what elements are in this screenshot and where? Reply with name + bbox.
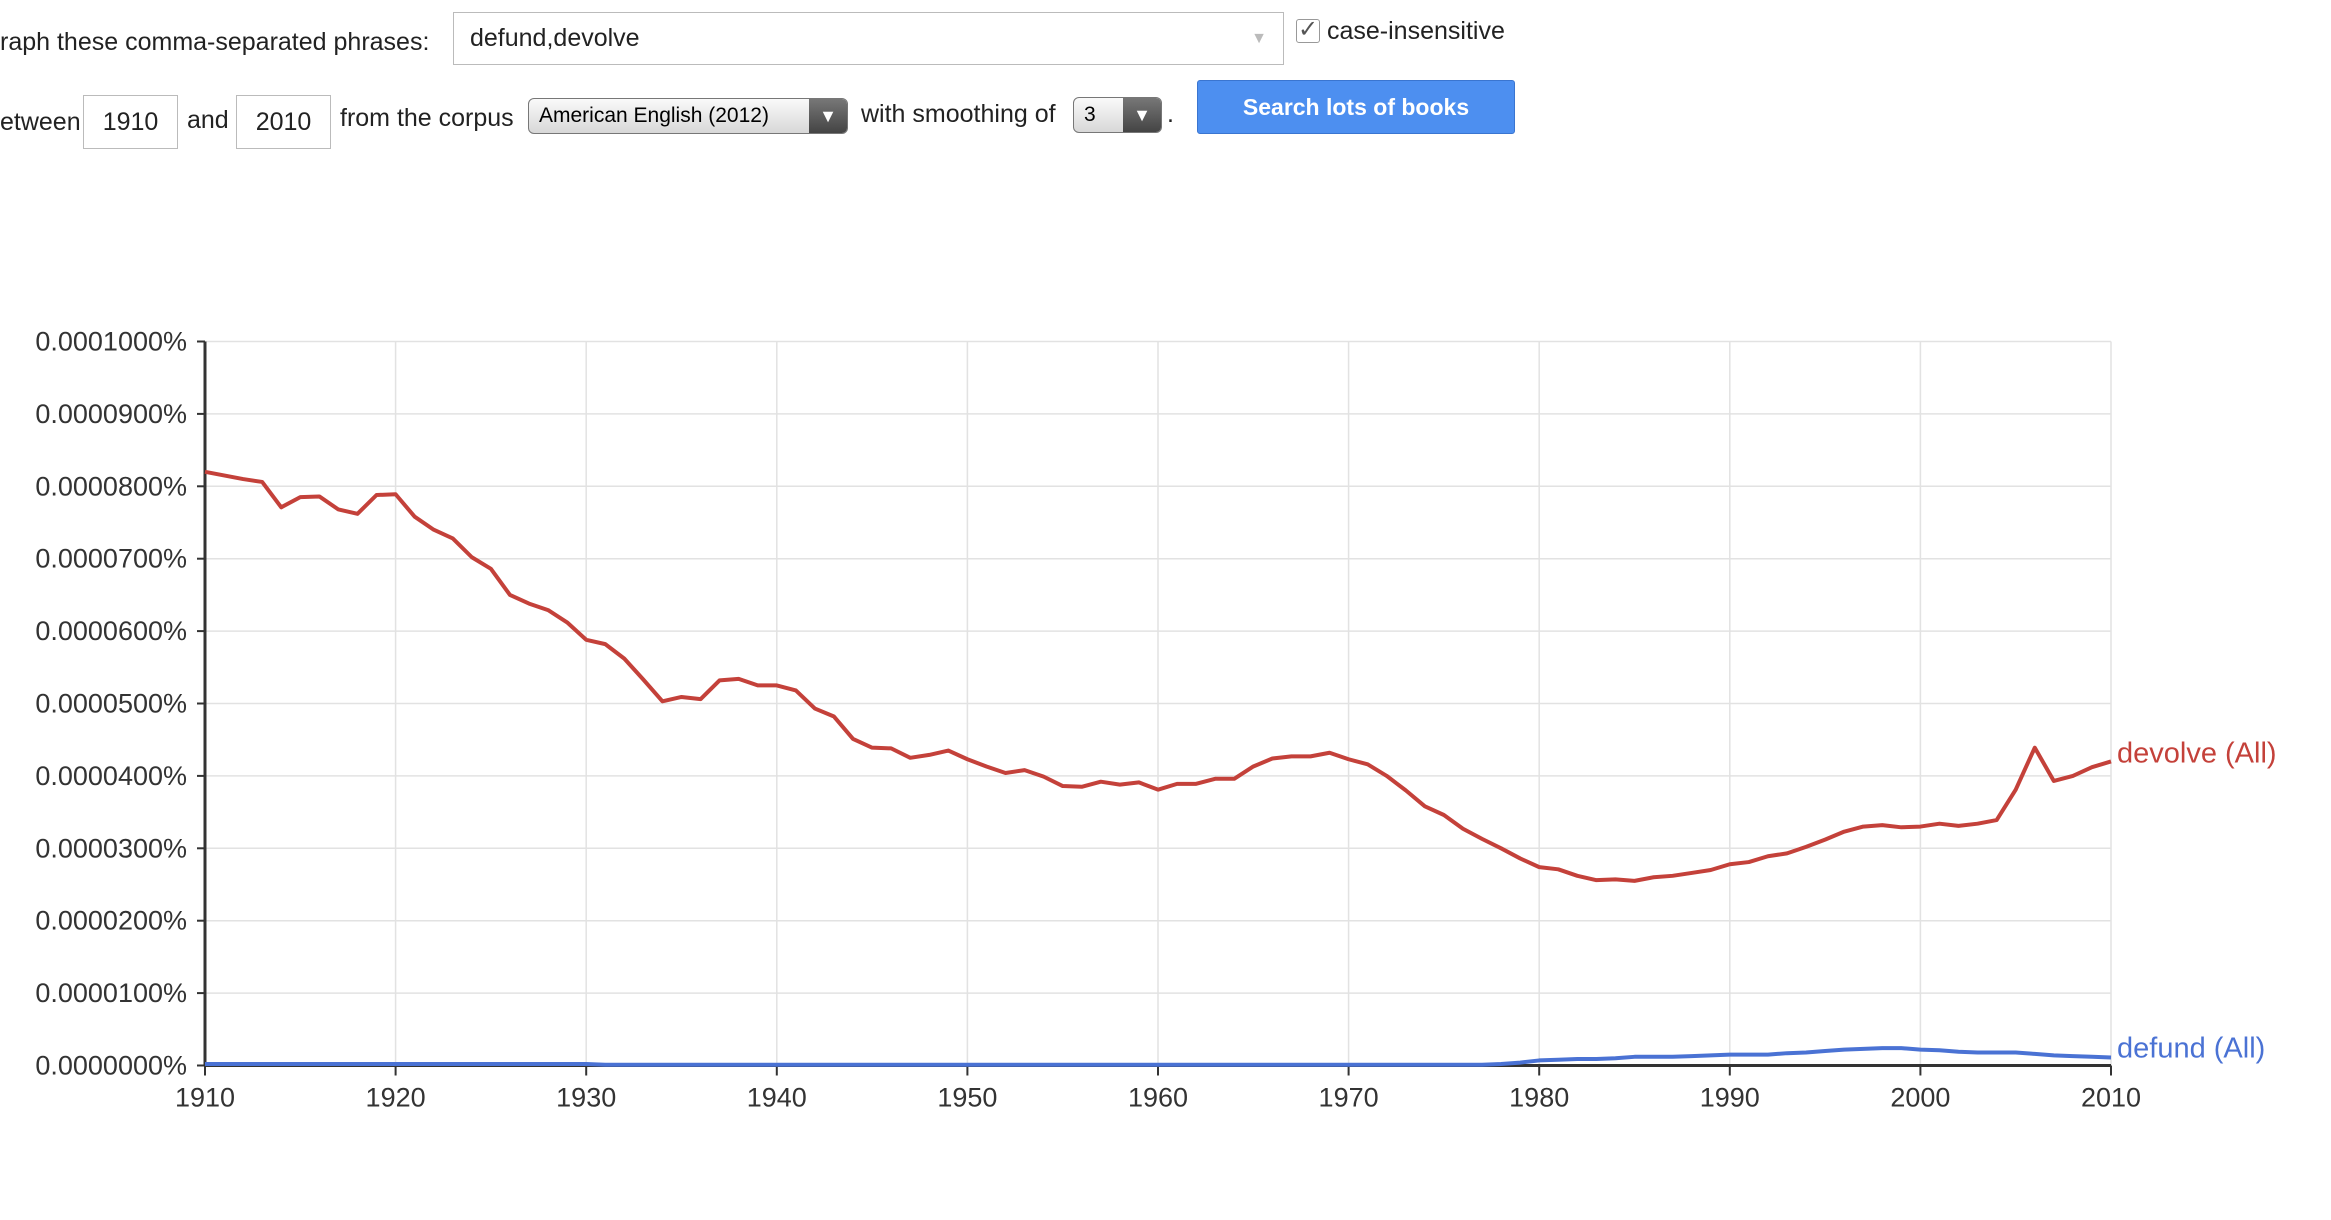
series-line [204,469,2112,883]
y-tick-label: 0.0000000% [35,1051,187,1081]
x-tick-label: 1980 [1509,1083,1569,1113]
chart: 0.0000000% 0.0000100% 0.0000200% 0.0000300%… [35,327,2277,1113]
x-tick-label: 1930 [556,1083,616,1113]
end-year-input[interactable]: 2010 [236,95,331,149]
x-tick-label: 1910 [175,1083,235,1113]
phrases-input[interactable]: defund,devolve ▼ [453,12,1284,65]
y-tick-label: 0.0000800% [35,471,187,501]
x-tick-label: 1920 [366,1083,426,1113]
start-year-input[interactable]: 1910 [83,95,178,149]
y-tick-label: 0.0000900% [35,399,187,429]
end-year: 2010 [255,107,312,136]
y-tick-label: 0.0000100% [35,978,187,1008]
phrases-value: defund,devolve [470,24,640,52]
corpus-label: from the corpus [340,104,514,132]
smoothing-value: 3 [1084,103,1096,126]
y-tick-label: 0.0000500% [35,689,187,719]
search-button-label: Search lots of books [1242,93,1470,120]
between-label: etween [0,108,81,136]
x-tick-label: 2010 [2081,1083,2141,1113]
x-tick-label: 1940 [747,1083,807,1113]
x-tick-label: 1970 [1319,1083,1379,1113]
y-tick-label: 0.0000600% [35,616,187,646]
and-label: and [187,106,229,134]
period: . [1167,100,1174,128]
page: {"form": {"phrases_label": "raph these c… [0,12,2277,1113]
case-checkbox[interactable]: ✓ [1296,16,1320,43]
y-tick-label: 0.0001000% [35,327,187,357]
x-tick-label: 2000 [1890,1083,1950,1113]
smoothing-label: with smoothing of [861,100,1056,128]
y-tick-label: 0.0000200% [35,906,187,936]
case-label: case-insensitive [1327,17,1505,45]
corpus-value: American English (2012) [539,104,769,127]
x-tick-label: 1950 [937,1083,997,1113]
y-tick-label: 0.0000400% [35,761,187,791]
y-tick-label: 0.0000300% [35,833,187,863]
series-label: defund (All) [2117,1033,2265,1065]
x-tick-label: 1960 [1128,1083,1188,1113]
dropdown-hint: ▼ [1251,29,1267,47]
x-tick-label: 1990 [1700,1083,1760,1113]
series-label: devolve (All) [2117,737,2277,769]
corpus-select[interactable]: American English (2012) ▼ [528,98,848,134]
select-arrow: ▼ [1123,98,1161,132]
y-tick-label: 0.0000700% [35,544,187,574]
start-year: 1910 [102,107,159,136]
select-arrow: ▼ [809,99,847,133]
smoothing-select[interactable]: 3 ▼ [1073,97,1162,133]
search-button[interactable]: Search lots of books [1197,80,1515,134]
phrases-label: raph these comma-separated phrases: [0,28,430,56]
